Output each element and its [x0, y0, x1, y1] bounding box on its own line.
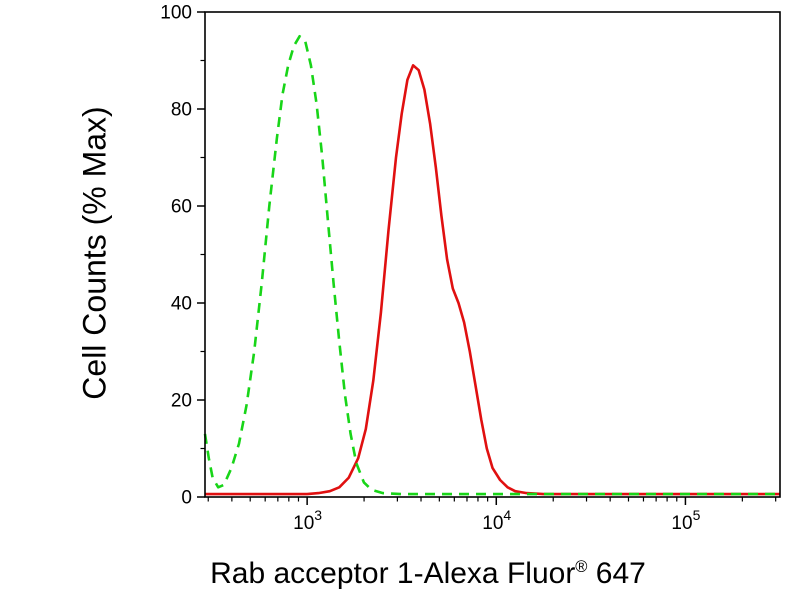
- y-tick-label: 100: [160, 3, 192, 24]
- y-tick-label: 20: [171, 391, 192, 412]
- x-axis-label-suffix: 647: [587, 557, 646, 590]
- y-tick-label: 60: [171, 197, 192, 218]
- x-tick-label: 103: [293, 507, 322, 534]
- y-tick-label: 0: [181, 488, 192, 509]
- y-tick-label: 80: [171, 100, 192, 121]
- y-tick-label: 40: [171, 294, 192, 315]
- red-solid-curve: [205, 64, 780, 496]
- x-axis-label-text: Rab acceptor 1-Alexa Fluor: [210, 557, 576, 590]
- x-axis-label: Rab acceptor 1-Alexa Fluor® 647: [210, 557, 646, 591]
- axes-frame: [204, 11, 781, 498]
- x-tick-label: 105: [671, 507, 700, 534]
- x-tick-label: 104: [482, 507, 511, 534]
- green-dashed-curve: [203, 34, 780, 496]
- registered-trademark-symbol: ®: [575, 558, 588, 576]
